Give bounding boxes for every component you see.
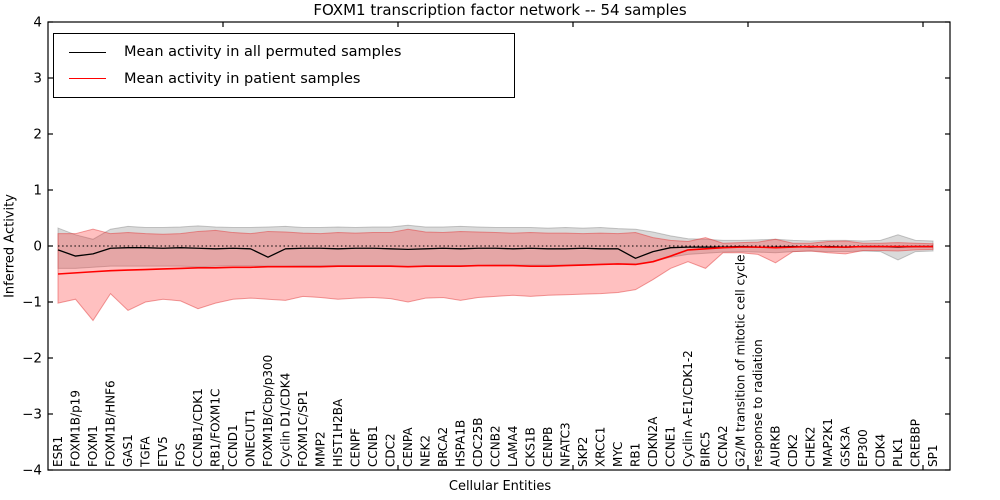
entity-label: CDC2 bbox=[384, 433, 398, 467]
entity-label: HIST1H2BA bbox=[331, 398, 345, 467]
legend-label-patient: Mean activity in patient samples bbox=[124, 70, 361, 87]
legend-label-permuted: Mean activity in all permuted samples bbox=[124, 44, 402, 61]
entity-label: CCNB1 bbox=[366, 425, 380, 467]
patient-mean-line bbox=[57, 245, 933, 275]
patient-line-sample-icon bbox=[69, 78, 106, 80]
entity-label: LAMA4 bbox=[506, 426, 520, 467]
y-tick-label: −1 bbox=[22, 295, 42, 311]
entity-label: BIRC5 bbox=[699, 431, 713, 467]
entity-label: G2/M transition of mitotic cell cycle bbox=[734, 254, 748, 467]
entity-label: CDKN2A bbox=[646, 416, 660, 467]
entity-label: Cyclin D1/CDK4 bbox=[279, 373, 293, 467]
entity-label: HSPA1B bbox=[454, 420, 468, 467]
entity-label: CHEK2 bbox=[804, 427, 818, 468]
y-tick-label: −4 bbox=[22, 463, 42, 479]
legend-box: Mean activity in all permuted samples Me… bbox=[53, 33, 515, 98]
entity-label: CCNB1/CDK1 bbox=[191, 388, 205, 467]
entity-label: FOXM1C/SP1 bbox=[296, 390, 310, 467]
x-axis-title: Cellular Entities bbox=[448, 479, 552, 494]
entity-label: FOXM1B/Cbp/p300 bbox=[261, 355, 275, 467]
entity-label: EP300 bbox=[856, 429, 870, 467]
entity-label: AURKB bbox=[769, 426, 783, 467]
entity-label: FOXM1B/HNF6 bbox=[104, 380, 118, 467]
entity-label: FOS bbox=[174, 443, 188, 467]
entity-label: NFATC3 bbox=[559, 422, 573, 467]
entity-label: CREBBP bbox=[909, 419, 923, 467]
chart-title: FOXM1 transcription factor network -- 54… bbox=[313, 1, 687, 19]
y-tick-label: 3 bbox=[33, 71, 42, 87]
permuted-line-sample-icon bbox=[69, 51, 106, 53]
entity-label: CCND1 bbox=[226, 424, 240, 467]
entity-label: RB1/FOXM1C bbox=[209, 389, 223, 467]
y-tick-label: 1 bbox=[33, 183, 42, 199]
entity-label: response to radiation bbox=[751, 339, 765, 467]
entity-label: MYC bbox=[611, 442, 625, 467]
y-tick-label: 4 bbox=[33, 15, 42, 31]
entity-label: CDK2 bbox=[786, 434, 800, 467]
patient-samples-range-band bbox=[57, 228, 934, 322]
entity-label: GAS1 bbox=[121, 434, 135, 467]
y-tick-label: 0 bbox=[33, 239, 42, 255]
entity-label: TGFA bbox=[139, 436, 153, 468]
legend-entry-permuted: Mean activity in all permuted samples bbox=[54, 44, 514, 60]
entity-label: MAP2K1 bbox=[821, 418, 835, 467]
entity-label: PLK1 bbox=[891, 438, 905, 467]
entity-label: MMP2 bbox=[314, 431, 328, 467]
entity-label: CENPB bbox=[541, 427, 555, 467]
entity-label: SKP2 bbox=[576, 437, 590, 467]
entity-label: BRCA2 bbox=[436, 427, 450, 467]
entity-label: NEK2 bbox=[419, 435, 433, 467]
entity-label: CDK4 bbox=[874, 434, 888, 467]
entity-label: CDC25B bbox=[471, 418, 485, 468]
legend-entry-patient: Mean activity in patient samples bbox=[54, 71, 514, 87]
entity-label: RB1 bbox=[629, 443, 643, 467]
entity-label: SP1 bbox=[926, 445, 940, 468]
entity-label: CCNB2 bbox=[489, 425, 503, 467]
y-tick-label: −2 bbox=[22, 351, 42, 367]
y-tick-label: 2 bbox=[33, 127, 42, 143]
entity-label: XRCC1 bbox=[594, 427, 608, 467]
entity-label: Cyclin A-E1/CDK1-2 bbox=[681, 350, 695, 467]
entity-label: CKS1B bbox=[524, 427, 538, 467]
y-tick-label: −3 bbox=[22, 407, 42, 423]
entity-label: CCNE1 bbox=[664, 426, 678, 467]
entity-label: ONECUT1 bbox=[244, 409, 258, 467]
entity-label: FOXM1 bbox=[86, 425, 100, 467]
entity-label: CCNA2 bbox=[716, 425, 730, 467]
entity-label: ESR1 bbox=[51, 436, 65, 467]
entity-label: GSK3A bbox=[839, 426, 853, 467]
entity-label: CENPA bbox=[401, 427, 415, 467]
entity-label: ETV5 bbox=[156, 436, 170, 467]
entity-label: FOXM1B/p19 bbox=[69, 390, 83, 467]
entity-label: CENPF bbox=[349, 428, 363, 467]
